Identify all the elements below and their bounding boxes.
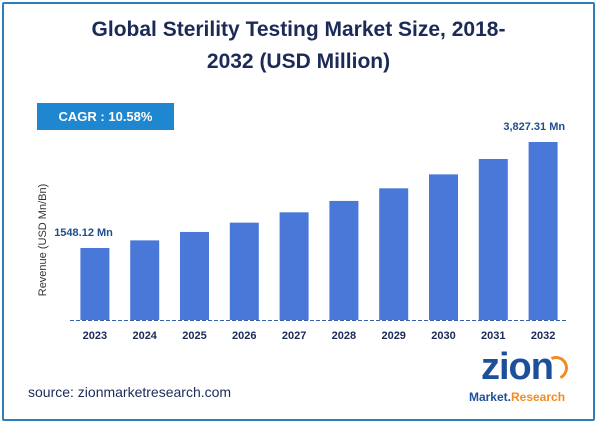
logo-tagline: Market.Research bbox=[468, 390, 566, 404]
x-tick-label: 2032 bbox=[531, 330, 555, 342]
bar bbox=[180, 231, 209, 320]
zion-logo: zion Market.Research bbox=[462, 346, 572, 408]
bar bbox=[478, 158, 508, 320]
logo-tagline-research: Research bbox=[510, 390, 566, 404]
data-label: 1548.12 Mn bbox=[54, 227, 113, 239]
bar bbox=[379, 188, 409, 320]
y-axis-label: Revenue (USD Mn/Bn) bbox=[37, 184, 49, 297]
logo-tagline-market: Market bbox=[468, 390, 508, 404]
source-note: source: zionmarketresearch.com bbox=[28, 384, 232, 400]
x-tick-label: 2030 bbox=[431, 330, 455, 342]
chart-title-line-2: 2032 (USD Million) bbox=[206, 50, 391, 73]
bar bbox=[279, 212, 309, 320]
x-tick-label: 2025 bbox=[182, 330, 206, 342]
chart-title: Global Sterility Testing Market Size, 20… bbox=[0, 14, 597, 78]
chart-title-line-1: Global Sterility Testing Market Size, 20… bbox=[91, 18, 506, 41]
bar bbox=[229, 222, 259, 320]
x-tick-label: 2023 bbox=[83, 330, 107, 342]
x-tick-label: 2027 bbox=[282, 330, 306, 342]
x-tick-label: 2026 bbox=[232, 330, 256, 342]
bar bbox=[80, 247, 110, 320]
bar bbox=[429, 174, 458, 320]
data-label: 3,827.31 Mn bbox=[503, 121, 565, 133]
bar bbox=[329, 200, 359, 320]
x-tick-label: 2031 bbox=[481, 330, 505, 342]
bar bbox=[130, 240, 160, 320]
bar bbox=[528, 141, 558, 320]
x-tick-label: 2029 bbox=[381, 330, 405, 342]
logo-wordmark: zion bbox=[481, 346, 554, 388]
x-tick-label: 2028 bbox=[332, 330, 356, 342]
x-tick-label: 2024 bbox=[132, 330, 157, 342]
cagr-badge: CAGR : 10.58% bbox=[37, 103, 174, 130]
